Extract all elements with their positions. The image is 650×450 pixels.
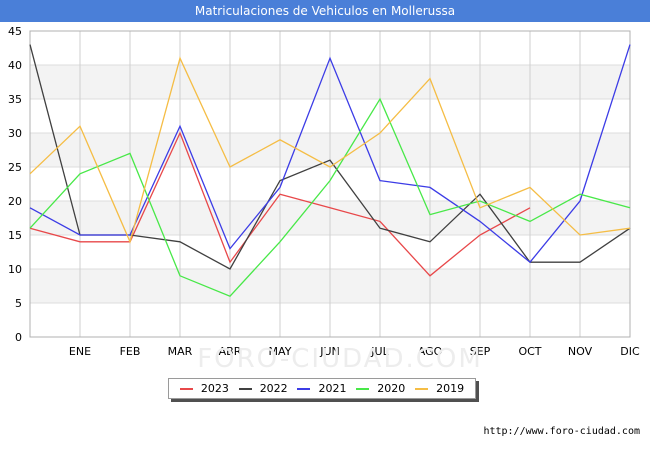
legend-label: 2019	[436, 382, 465, 395]
legend-label: 2023	[200, 382, 229, 395]
y-tick-label: 15	[8, 229, 22, 242]
y-tick-label: 10	[8, 263, 22, 276]
x-tick-label: ENE	[69, 345, 91, 358]
watermark-text: FORO-CIUDAD.COM	[197, 344, 483, 374]
legend-swatch	[356, 387, 370, 390]
x-tick-label: NOV	[568, 345, 593, 358]
plot-border	[29, 30, 631, 338]
legend-swatch	[238, 387, 252, 390]
y-tick-label: 0	[15, 331, 22, 344]
x-tick-label: FEB	[120, 345, 141, 358]
y-tick-label: 20	[8, 195, 22, 208]
x-tick-label: SEP	[470, 345, 491, 358]
series-line-2019	[29, 56, 631, 244]
x-tick-label: DIC	[620, 345, 640, 358]
series-line-2021	[29, 44, 631, 264]
x-tick-label: JUL	[370, 345, 389, 358]
y-tick-label: 45	[8, 25, 22, 38]
legend-swatch	[179, 387, 193, 390]
x-tick-label: OCT	[518, 345, 541, 358]
y-tick-label: 35	[8, 93, 22, 106]
legend-item-2021: 2021	[297, 382, 346, 395]
y-tick-label: 30	[8, 127, 22, 140]
source-url: http://www.foro-ciudad.com	[483, 426, 640, 437]
x-tick-label: ABR	[219, 345, 242, 358]
x-tick-label: JUN	[319, 345, 340, 358]
legend-swatch	[415, 387, 429, 390]
legend-item-2022: 2022	[238, 382, 288, 395]
series-line-2020	[29, 97, 631, 297]
y-tick-label: 5	[15, 297, 22, 310]
legend-label: 2021	[318, 382, 347, 395]
legend-swatch	[297, 387, 311, 390]
legend-item-2023: 2023	[179, 382, 229, 395]
legend-label: 2020	[377, 382, 406, 395]
x-tick-label: AGO	[418, 345, 443, 358]
y-tick-label: 40	[8, 59, 22, 72]
x-tick-label: MAY	[269, 345, 292, 358]
series-line-2023	[29, 131, 531, 277]
legend-item-2020: 2020	[356, 382, 405, 395]
legend-item-2019: 2019	[415, 382, 464, 395]
y-tick-label: 25	[8, 161, 22, 174]
chart-title: Matriculaciones de Vehiculos en Mollerus…	[0, 0, 650, 22]
legend-label: 2022	[259, 382, 288, 395]
chart-legend: 2023 2022 2021 2020 2019	[168, 378, 476, 399]
x-tick-label: MAR	[168, 345, 193, 358]
